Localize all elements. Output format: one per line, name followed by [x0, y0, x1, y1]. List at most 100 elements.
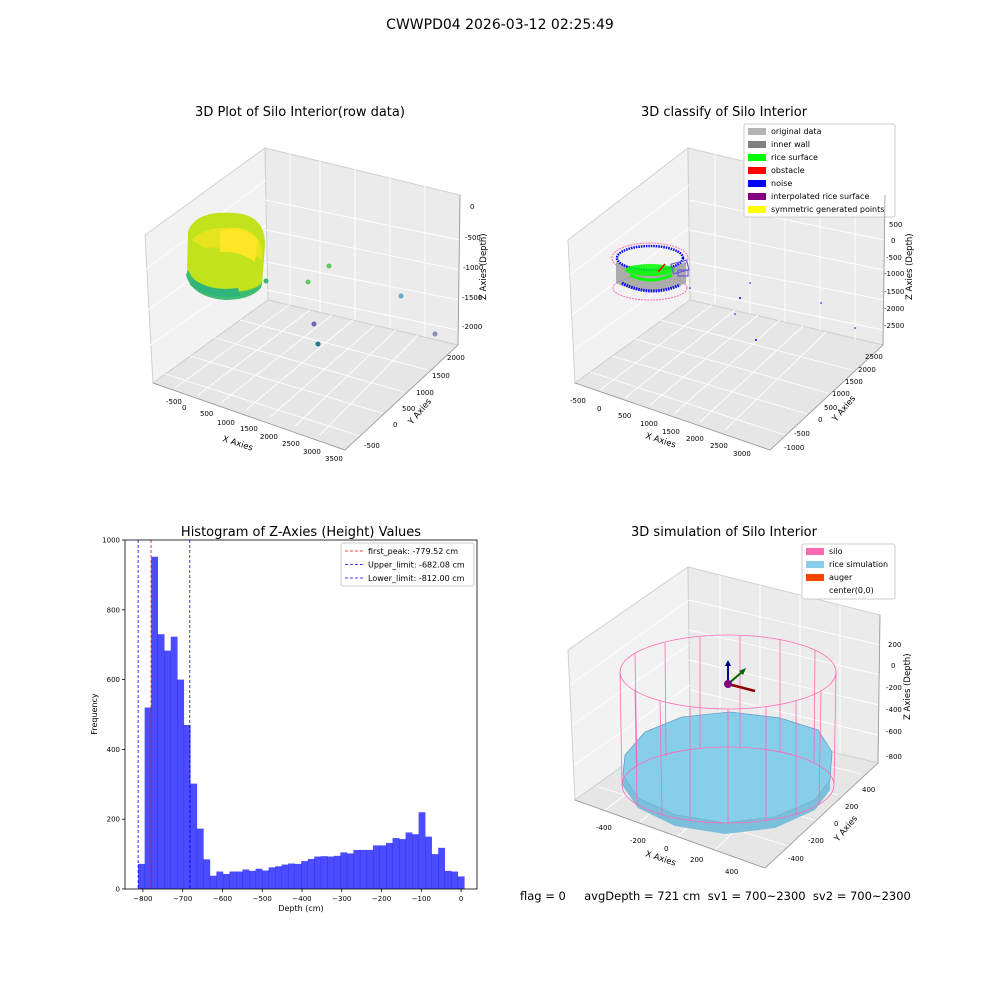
histogram-bar: [307, 858, 315, 889]
histogram-bar: [255, 868, 263, 889]
raw-ztick: -1000: [463, 264, 483, 272]
histogram-bar: [164, 650, 172, 889]
raw-ztick: -2000: [462, 323, 482, 331]
histogram-bar: [333, 855, 341, 889]
histogram-x-tick-label: −300: [332, 895, 351, 903]
raw-xtick: 2500: [282, 440, 300, 448]
histogram-x-tick-label: −700: [173, 895, 192, 903]
legend-label: rice surface: [771, 153, 818, 162]
histogram-bar: [399, 839, 406, 889]
histogram-bar: [431, 854, 439, 889]
histogram-bar: [229, 871, 237, 889]
raw-grid: [144, 153, 461, 437]
histogram-bar: [451, 871, 459, 889]
classify-z-axis: 500 0 -500 -1000 -1500 -2000 -2500 Z Axi…: [882, 194, 915, 346]
raw-ztick: -500: [465, 234, 481, 242]
legend-label: rice simulation: [829, 560, 888, 569]
sim-ztick: -800: [886, 753, 902, 761]
legend-label: interpolated rice surface: [771, 192, 869, 201]
histogram-x-tick-label: −400: [292, 895, 311, 903]
sim-xtick: -400: [596, 824, 612, 832]
classify-ztick: -1000: [884, 270, 904, 278]
raw-ytick: -500: [364, 442, 380, 450]
legend-label: noise: [771, 179, 792, 188]
histogram-bar: [346, 853, 354, 889]
sim-ytick: 0: [834, 820, 838, 828]
raw-xtick: 0: [182, 404, 186, 412]
histogram-chart: Histogram of Z-Axies (Height) Values −80…: [90, 525, 478, 913]
histogram-ylabel: Frequency: [90, 693, 99, 735]
legend-swatch: [748, 180, 766, 187]
histogram-bar: [425, 836, 432, 889]
legend-label: inner wall: [771, 140, 810, 149]
classify-xtick: 2500: [710, 442, 728, 450]
histogram-x-tick-label: −100: [412, 895, 431, 903]
histogram-bar: [275, 866, 282, 889]
sim-ztick: -600: [886, 728, 902, 736]
histogram-bar: [190, 783, 198, 889]
raw-ztick: 0: [470, 203, 474, 211]
classify-3d-title: 3D classify of Silo Interior: [641, 105, 808, 120]
classify-ztick: 0: [891, 237, 895, 245]
sim-ytick: 200: [845, 803, 858, 811]
histogram-x-tick-label: 0: [459, 895, 463, 903]
sim-ytick: -200: [808, 837, 824, 845]
histogram-bar: [268, 867, 276, 889]
histogram-bar: [294, 863, 302, 889]
raw-ytick: 0: [393, 421, 397, 429]
histogram-bar: [457, 876, 465, 889]
sim-ztick: 200: [888, 641, 901, 649]
histogram-bar: [372, 845, 380, 889]
raw-ztick: -1500: [462, 294, 482, 302]
legend-swatch: [748, 128, 766, 135]
histogram-bars: [138, 556, 465, 889]
histogram-bar: [262, 870, 269, 889]
classify-zlabel: Z Axies (Depth): [905, 233, 915, 300]
histogram-x-tick-label: −600: [213, 895, 232, 903]
histogram-y-tick-label: 0: [116, 886, 120, 894]
histogram-x-ticks: −800 −700 −600 −500 −400 −300 −200 −100 0: [133, 889, 463, 903]
histogram-legend-label: Upper_limit: -682.08 cm: [368, 561, 465, 570]
histogram-y-tick-label: 800: [107, 606, 120, 614]
histogram-bar: [144, 707, 152, 889]
classify-xtick: 500: [618, 412, 631, 420]
histogram-y-tick-label: 200: [107, 816, 120, 824]
simulation-legend: silo rice simulation auger center(0,0): [801, 543, 896, 600]
sim-xtick: -200: [630, 837, 646, 845]
raw-ytick: 2000: [447, 354, 465, 362]
sim-auger: [724, 660, 756, 693]
histogram-bar: [379, 845, 387, 889]
classify-ztick: -1500: [884, 288, 904, 296]
histogram-y-tick-label: 1000: [102, 537, 120, 545]
legend-label: auger: [829, 573, 853, 582]
classify-noise-points: [689, 282, 856, 341]
raw-xlabel: X Axies: [221, 434, 254, 453]
histogram-legend-label: first_peak: -779.52 cm: [368, 547, 458, 556]
raw-xtick: 3000: [303, 448, 321, 456]
raw-xtick: 3500: [325, 455, 343, 463]
histogram-bar: [177, 679, 185, 889]
histogram-bar: [385, 842, 393, 889]
sim-ztick: -200: [886, 684, 902, 692]
simulation-3d-title: 3D simulation of Silo Interior: [631, 525, 818, 540]
classify-ytick: 2000: [858, 366, 876, 374]
histogram-bar: [183, 724, 191, 889]
histogram-title: Histogram of Z-Axies (Height) Values: [181, 525, 421, 540]
legend-label: obstacle: [771, 166, 805, 175]
classify-point-cloud: [611, 242, 690, 301]
sim-xlabel: X Axies: [644, 849, 677, 868]
sim-xtick: 400: [725, 868, 738, 876]
sim-ytick: 400: [862, 786, 875, 794]
histogram-bar: [444, 870, 452, 889]
histogram-y-ticks: 0 200 400 600 800 1000: [102, 537, 125, 894]
legend-label: original data: [771, 127, 822, 136]
legend-swatch: [806, 561, 824, 568]
histogram-bar: [288, 863, 295, 889]
histogram-bar: [170, 636, 178, 889]
histogram-bar: [203, 859, 211, 889]
sim-ztick: -400: [886, 706, 902, 714]
histogram-bar: [242, 869, 250, 889]
raw-xtick: 1500: [240, 425, 258, 433]
classify-legend: original data inner wall rice surface ob…: [743, 123, 896, 218]
histogram-bar: [438, 847, 446, 889]
